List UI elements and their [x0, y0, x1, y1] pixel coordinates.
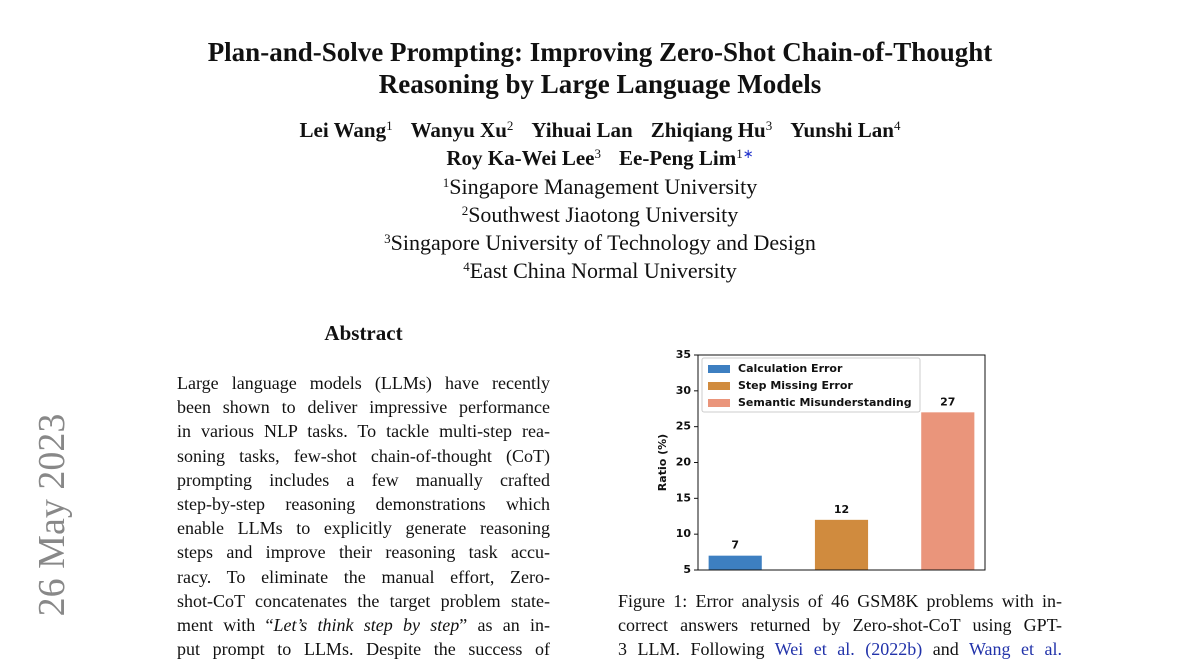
abstract-line: in various NLP tasks. To tackle multi-st… — [177, 421, 550, 442]
y-tick-label: 20 — [676, 456, 692, 469]
author: Roy Ka-Wei Lee3 — [446, 146, 601, 170]
text-run: ” as an in- — [459, 615, 550, 635]
caption-line: correct answers returned by Zero-shot-Co… — [618, 615, 1062, 636]
emphasis: Let’s think step by step — [273, 615, 460, 635]
author-name: Ee-Peng Lim — [619, 146, 737, 170]
text-run: and — [922, 639, 969, 660]
affiliation: 1Singapore Management University — [0, 173, 1200, 201]
author: Zhiqiang Hu3 — [651, 118, 772, 142]
author-name: Lei Wang — [299, 118, 387, 142]
affiliation-sup: 3 — [384, 231, 391, 246]
bar — [921, 412, 975, 570]
abstract-line: enable LLMs to explicitly generate reaso… — [177, 518, 550, 539]
affiliation: 4East China Normal University — [0, 257, 1200, 285]
author-name: Roy Ka-Wei Lee — [446, 146, 595, 170]
text-run: ment with “ — [177, 615, 274, 635]
affiliation: 2Southwest Jiaotong University — [0, 201, 1200, 229]
author-sup: 1 — [736, 146, 743, 161]
affiliation: 3Singapore University of Technology and … — [0, 229, 1200, 257]
title-line: Reasoning by Large Language Models — [378, 69, 822, 99]
author-name: Yihuai Lan — [531, 118, 633, 142]
affiliation-sup: 1 — [442, 175, 450, 190]
author-line: Lei Wang1 Wanyu Xu2 Yihuai Lan Zhiqiang Hu3… — [0, 116, 1200, 144]
author-sup: 2 — [506, 118, 514, 133]
author: Ee-Peng Lim1∗ — [619, 146, 754, 170]
caption-line: Figure 1: Error analysis of 46 GSM8K pro… — [618, 591, 1062, 611]
chart: 7 12 27 5 10 15 20 25 30 35 Ratio (%) Calculation E… — [656, 348, 986, 576]
abstract-line: racy. To eliminate the manual effort, Ze… — [177, 566, 550, 587]
y-axis-label: Ratio (%) — [656, 434, 669, 491]
y-tick-label: 30 — [676, 384, 692, 397]
author-line: Roy Ka-Wei Lee3 Ee-Peng Lim1∗ — [0, 144, 1200, 172]
value-label: 27 — [940, 395, 955, 408]
value-label: 7 — [731, 539, 739, 552]
y-tick-label: 5 — [683, 563, 691, 576]
page: {"side_stamp": "26 May 2023", "header": … — [0, 37, 1200, 660]
arxiv-stamp: 26 May 2023 — [31, 413, 73, 617]
affiliation-name: East China Normal University — [469, 258, 737, 283]
abstract-line: steps and improve their reasoning task a… — [177, 542, 550, 563]
abstract-line: step-by-step reasoning demonstrations wh… — [177, 494, 550, 514]
affiliation-sup: 2 — [461, 203, 469, 218]
affiliation-name: Singapore University of Technology and D… — [390, 230, 816, 255]
author-name: Wanyu Xu — [410, 118, 507, 142]
emphasis: Wang et al. — [968, 639, 1062, 660]
legend-swatch — [708, 382, 730, 390]
bar — [814, 519, 869, 570]
author-sup: 4 — [893, 118, 901, 133]
y-tick-label: 35 — [676, 348, 691, 361]
affiliation-name: Singapore Management University — [449, 174, 758, 199]
legend-box — [701, 357, 921, 413]
affiliation-name: Southwest Jiaotong University — [468, 202, 739, 227]
legend-label: Step Missing Error — [738, 379, 853, 392]
y-tick-label: 25 — [676, 420, 691, 433]
value-label: 12 — [834, 503, 849, 516]
abstract-line: ment with “Let’s think step by step” as … — [177, 613, 550, 637]
emphasis: Wei et al. (2022b) — [774, 639, 923, 660]
abstract-line: been shown to deliver impressive perform… — [177, 397, 550, 418]
author-note: ∗ — [742, 146, 754, 161]
text-run: 3 LLM. Following — [618, 639, 775, 660]
abstract-line: soning tasks, few-shot chain-of-thought … — [177, 445, 550, 466]
author-name: Yunshi Lan — [790, 118, 894, 142]
affiliation-sup: 4 — [463, 259, 470, 274]
abstract-line: Large language models (LLMs) have recent… — [177, 373, 550, 393]
author: Yunshi Lan4 — [790, 118, 900, 142]
legend-label: Calculation Error — [738, 362, 843, 375]
y-tick-label: 10 — [676, 527, 692, 540]
legend-swatch — [708, 399, 730, 407]
caption-line: 3 LLM. Following Wei et al. (2022b) and … — [618, 637, 1062, 661]
plot-frame — [697, 354, 986, 571]
author-sup: 3 — [594, 146, 602, 161]
author-sup: 3 — [765, 118, 773, 133]
abstract-line: shot-CoT concatenates the target problem… — [177, 590, 550, 611]
bar — [708, 555, 762, 570]
abstract-line: prompting includes a few manually crafte… — [177, 469, 550, 490]
author: Wanyu Xu2 — [411, 118, 514, 142]
legend-label: Semantic Misunderstanding — [738, 396, 912, 409]
title-line: Plan-and-Solve Prompting: Improving Zero… — [207, 37, 993, 67]
legend-swatch — [708, 365, 730, 373]
author: Yihuai Lan — [531, 118, 632, 142]
author-sup: 1 — [386, 118, 393, 133]
abstract-heading: Abstract — [324, 321, 403, 345]
author-name: Zhiqiang Hu — [650, 118, 766, 142]
abstract-line: put prompt to LLMs. Despite the success … — [177, 639, 550, 660]
author: Lei Wang1 — [300, 118, 393, 142]
y-tick-label: 15 — [676, 491, 691, 504]
